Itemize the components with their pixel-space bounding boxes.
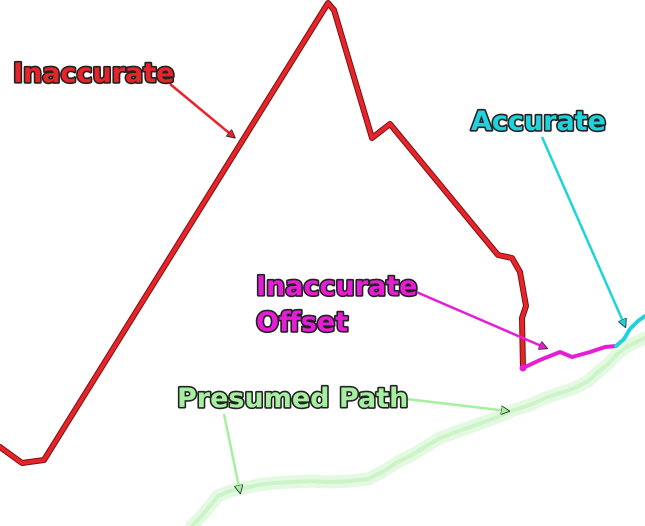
inaccurate-offset-label-line1: Inaccurate <box>256 271 417 302</box>
inaccurate-label: Inaccurate <box>13 58 174 89</box>
accurate-label: Accurate <box>471 106 606 137</box>
presumed-path-arrow-right <box>397 396 508 411</box>
inaccurate-offset-arrow <box>413 289 546 348</box>
offset-endpoint-dot <box>519 364 527 372</box>
accurate-path-line <box>614 314 645 348</box>
presumed-path-label: Presumed Path <box>177 383 408 414</box>
inaccurate-offset-path-line <box>519 344 618 372</box>
inaccurate-arrow <box>169 83 234 137</box>
presumed-path-line <box>185 331 645 526</box>
inaccurate-path-line <box>0 0 529 466</box>
inaccurate-offset-label-line2: Offset <box>256 307 348 338</box>
accurate-arrow <box>540 136 625 326</box>
presumed-path-arrow-down <box>222 413 240 492</box>
